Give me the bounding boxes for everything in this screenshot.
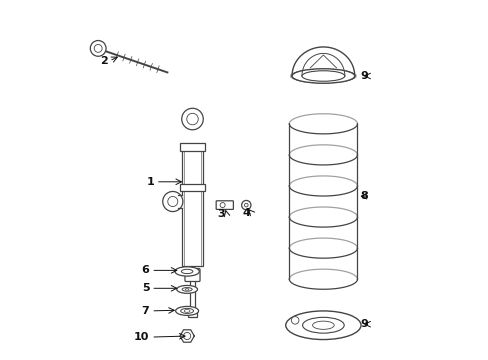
Text: 9: 9: [360, 319, 367, 329]
Ellipse shape: [181, 269, 192, 274]
Bar: [188, 311, 196, 317]
Circle shape: [167, 197, 178, 207]
Ellipse shape: [180, 309, 193, 314]
Ellipse shape: [176, 285, 197, 293]
FancyBboxPatch shape: [216, 201, 233, 210]
Circle shape: [94, 44, 102, 52]
Ellipse shape: [302, 317, 344, 333]
Ellipse shape: [175, 306, 198, 315]
Bar: [182, 144, 203, 266]
Circle shape: [90, 41, 106, 56]
Text: 1: 1: [146, 177, 154, 187]
Bar: [189, 280, 195, 313]
Bar: [180, 143, 204, 150]
Circle shape: [186, 113, 198, 125]
Text: 7: 7: [142, 306, 149, 316]
Text: 5: 5: [142, 283, 149, 293]
Ellipse shape: [175, 267, 199, 276]
Circle shape: [241, 201, 250, 210]
Circle shape: [291, 316, 298, 324]
Circle shape: [182, 108, 203, 130]
FancyBboxPatch shape: [184, 269, 200, 282]
Text: 10: 10: [134, 332, 149, 342]
Ellipse shape: [291, 69, 354, 83]
Ellipse shape: [184, 310, 190, 312]
Ellipse shape: [301, 71, 344, 81]
Ellipse shape: [185, 288, 188, 290]
Text: 9: 9: [360, 71, 367, 81]
Text: 3: 3: [217, 209, 224, 219]
Circle shape: [183, 332, 190, 339]
Circle shape: [244, 203, 247, 207]
Circle shape: [220, 203, 224, 208]
Ellipse shape: [312, 321, 333, 329]
Text: 8: 8: [360, 191, 367, 201]
Text: 4: 4: [242, 208, 249, 218]
Bar: [172, 195, 183, 208]
Text: 6: 6: [142, 265, 149, 275]
Ellipse shape: [285, 311, 360, 339]
Text: 2: 2: [100, 56, 107, 66]
Circle shape: [163, 192, 183, 212]
Bar: [179, 184, 205, 191]
Ellipse shape: [182, 288, 192, 291]
